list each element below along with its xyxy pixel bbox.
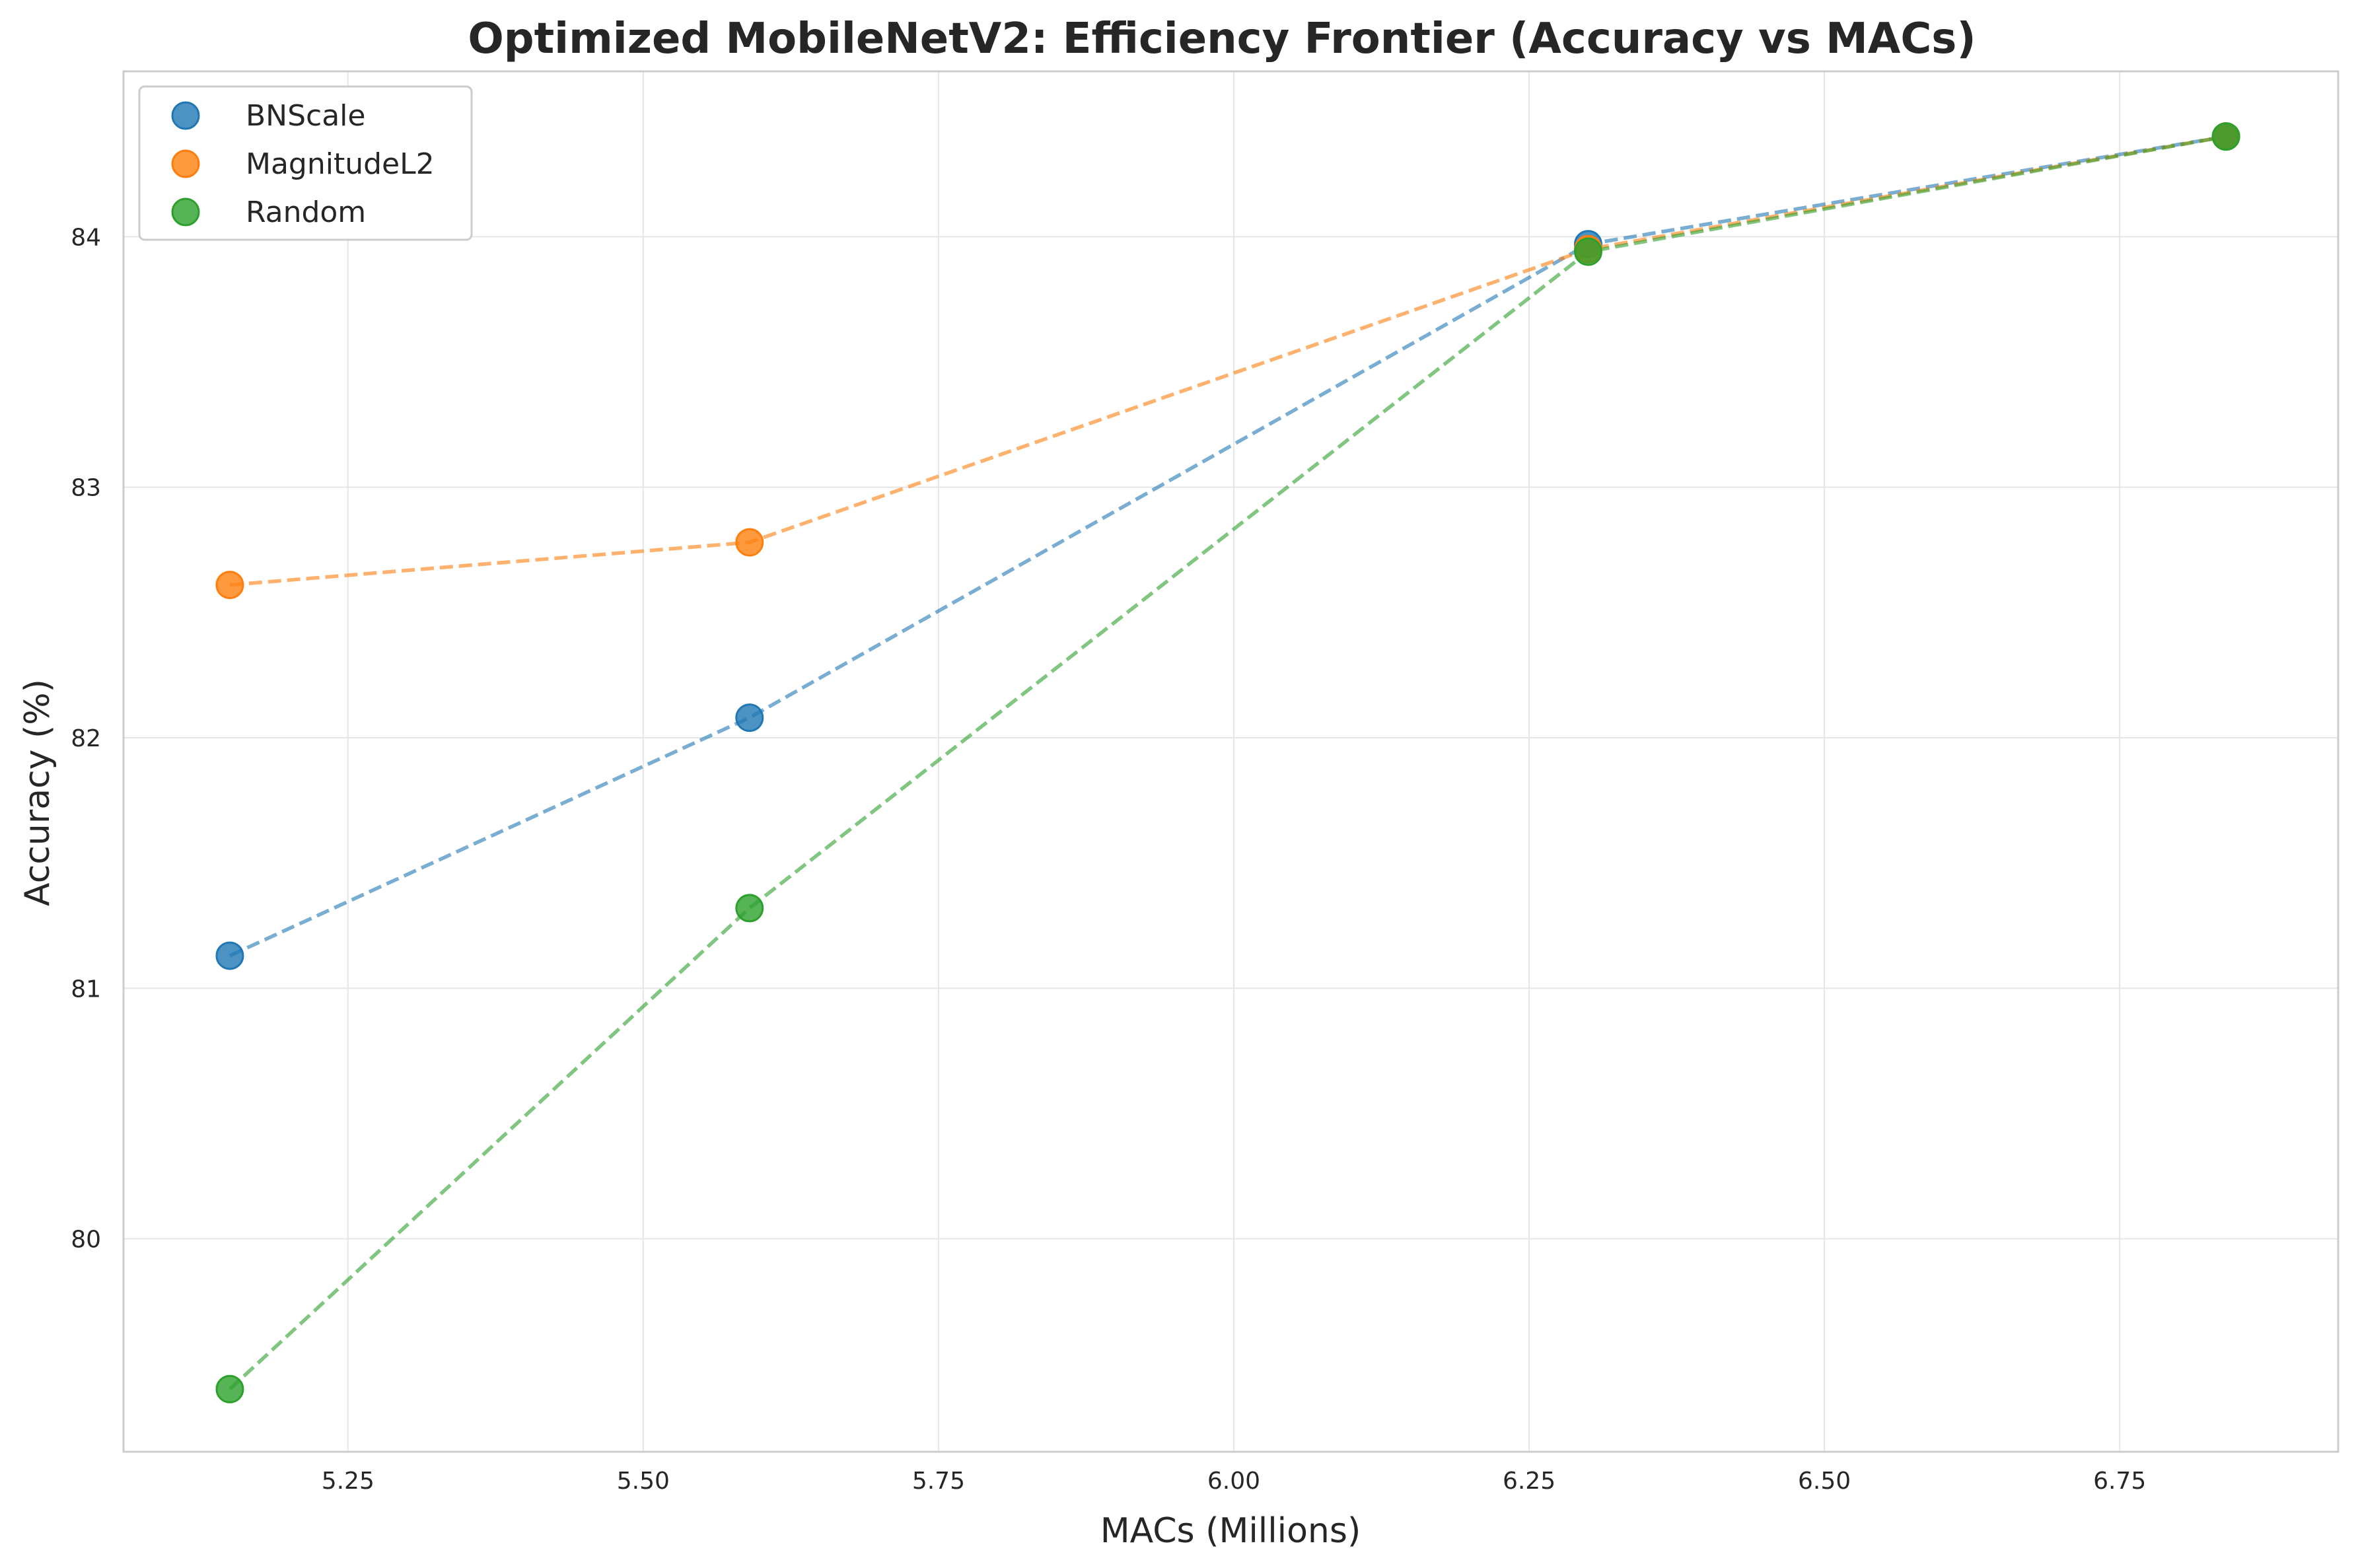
y-axis-label: Accuracy (%) bbox=[18, 679, 57, 906]
y-tick-label: 82 bbox=[71, 725, 101, 752]
legend-box bbox=[138, 85, 473, 241]
x-tick-label: 6.75 bbox=[2093, 1468, 2146, 1495]
y-tick-label: 84 bbox=[71, 224, 101, 251]
x-axis-label: MACs (Millions) bbox=[1100, 1511, 1361, 1551]
legend-marker-magnitudel2 bbox=[171, 149, 200, 178]
series-line-random bbox=[229, 134, 2227, 1391]
x-tick-label: 6.25 bbox=[1503, 1468, 1555, 1495]
x-tick-label: 6.00 bbox=[1207, 1468, 1260, 1495]
x-tick-label: 6.50 bbox=[1798, 1468, 1851, 1495]
series-line-magnitudel2 bbox=[229, 134, 2227, 587]
point-random bbox=[735, 894, 764, 923]
plot-frame bbox=[122, 70, 2340, 1453]
point-random bbox=[1573, 237, 1602, 266]
point-magnitudel2 bbox=[215, 571, 244, 600]
point-bnscale bbox=[215, 941, 244, 970]
grid bbox=[124, 71, 2338, 1452]
series-lines bbox=[229, 134, 2227, 1391]
series-line-bnscale bbox=[229, 134, 2227, 958]
legend-marker-bnscale bbox=[171, 101, 200, 130]
point-random bbox=[215, 1374, 244, 1404]
y-tick-label: 80 bbox=[71, 1227, 101, 1254]
x-tick-labels: 5.25 5.50 5.75 6.00 6.25 6.50 6.75 bbox=[322, 1468, 2147, 1495]
series-points bbox=[215, 122, 2240, 1404]
legend: BNScale MagnitudeL2 Random bbox=[138, 85, 473, 241]
legend-label-magnitudel2: MagnitudeL2 bbox=[246, 147, 435, 181]
legend-label-random: Random bbox=[246, 196, 366, 229]
x-tick-label: 5.25 bbox=[322, 1468, 375, 1495]
point-bnscale bbox=[735, 703, 764, 732]
point-random bbox=[2211, 122, 2240, 151]
point-magnitudel2 bbox=[735, 528, 764, 557]
y-tick-label: 81 bbox=[71, 976, 101, 1003]
x-tick-label: 5.75 bbox=[912, 1468, 965, 1495]
y-tick-labels: 80 81 82 83 84 bbox=[71, 224, 101, 1253]
y-tick-label: 83 bbox=[71, 475, 101, 502]
legend-marker-random bbox=[171, 197, 200, 227]
legend-label-bnscale: BNScale bbox=[246, 99, 365, 133]
chart-title: Optimized MobileNetV2: Efficiency Fronti… bbox=[468, 15, 1976, 63]
x-tick-label: 5.50 bbox=[617, 1468, 670, 1495]
